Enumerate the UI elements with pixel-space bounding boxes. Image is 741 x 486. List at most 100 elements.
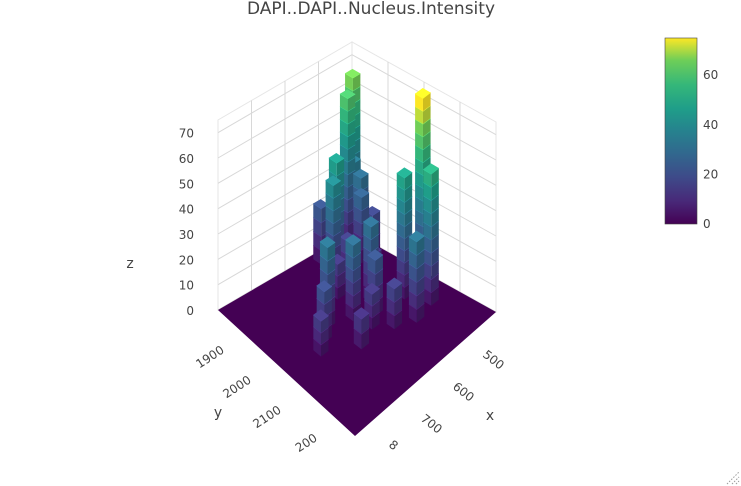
bar-top (313, 309, 329, 322)
bar-face-right (333, 180, 341, 199)
bar-face-front (408, 250, 417, 269)
y-tick-label: 2100 (250, 403, 283, 431)
bar-face-right (352, 73, 361, 91)
bar-face-front (313, 217, 322, 237)
resize-handle[interactable] (726, 471, 740, 485)
bar-top (415, 87, 431, 99)
bar-face-front (396, 233, 405, 251)
bar-face-front (339, 106, 348, 124)
y-axis-label: y (214, 405, 222, 421)
bar-face-front (423, 248, 432, 267)
colorbar-tick-label: 40 (703, 118, 718, 132)
bar-face-right (375, 268, 383, 289)
bar-face-front (415, 119, 423, 137)
bar-top (353, 307, 370, 319)
bar-column (345, 234, 362, 322)
bar-face-right (361, 173, 369, 191)
colorbar-tick-label: 0 (703, 217, 711, 231)
bar-face-front (415, 106, 423, 124)
bar-column (423, 163, 440, 306)
bar-face-front (386, 310, 395, 330)
bar-top (325, 175, 341, 186)
bar-face-front (313, 314, 321, 333)
bar-face-front (353, 192, 362, 211)
bar-face-front (363, 221, 372, 240)
bar-top (367, 249, 383, 261)
bar-face-right (333, 205, 341, 224)
bar-face-front (408, 277, 417, 296)
colorbar-tick-label: 20 (703, 167, 718, 181)
chart-title: DAPI..DAPI..Nucleus.Intensity (247, 0, 495, 19)
bar-face-front (339, 119, 348, 137)
bar-face-front (339, 93, 348, 112)
bar-top (345, 234, 361, 246)
z-tick-label: 30 (179, 228, 194, 242)
bar-face-front (423, 261, 432, 280)
bar-face-right (361, 313, 370, 335)
x-axis-label: x (486, 408, 494, 424)
bar-face-front (386, 296, 395, 316)
bar-top (313, 199, 329, 209)
bar-face-front (415, 132, 423, 150)
x-tick-label: 500 (480, 347, 507, 372)
bar-face-front (363, 234, 372, 253)
bar-face-front (313, 326, 321, 345)
bar-top (316, 280, 332, 292)
bar-face-front (386, 283, 395, 303)
bar-face-front (353, 328, 362, 350)
bar-face-front (408, 304, 417, 323)
y-tick-label: 200 (293, 431, 320, 455)
bar-top (396, 167, 413, 178)
bar-face-front (396, 245, 405, 264)
bar-face-front (415, 144, 423, 163)
bar-top (328, 153, 345, 164)
bar-column (386, 277, 403, 330)
bar-face-front (328, 157, 337, 176)
z-tick-label: 40 (179, 203, 194, 217)
bar-top (363, 216, 379, 227)
z-tick-label: 0 (186, 304, 194, 318)
x-tick-label: 8 (386, 437, 401, 453)
bar-face-right (333, 231, 341, 249)
bar-face-front (313, 203, 322, 223)
bar-face-front (396, 197, 405, 215)
bar-face-right (347, 144, 356, 162)
z-axis-label: z (126, 256, 133, 272)
bar-face-right (347, 119, 356, 137)
bar-face-front (415, 93, 423, 112)
bar-face-front (423, 287, 432, 306)
bar-face-front (339, 131, 348, 150)
bar-face-front (353, 173, 362, 191)
bar-column (353, 307, 370, 350)
bar-face-front (313, 338, 321, 357)
bar-face-front (353, 219, 362, 237)
bar-face-right (347, 94, 356, 112)
bar-column (408, 230, 425, 323)
z-tick-label: 20 (179, 253, 194, 267)
bar-face-right (347, 106, 356, 124)
bar-face-front (396, 185, 405, 203)
bar-top (386, 277, 403, 289)
bar-face-front (423, 208, 432, 227)
bar-face-right (375, 254, 383, 275)
bar-face-right (361, 328, 370, 350)
bar-face-front (353, 313, 362, 335)
bar-top (319, 236, 336, 248)
bar-face-front (396, 172, 405, 191)
x-tick-label: 700 (418, 411, 445, 436)
bar-face-front (408, 236, 417, 256)
bar-face-front (408, 263, 417, 283)
bar-face-front (423, 195, 432, 214)
bar-face-front (415, 196, 423, 214)
bar-face-right (336, 158, 345, 176)
bar-top (364, 282, 380, 295)
colorbar-tick-label: 60 (703, 68, 718, 82)
bar-face-front (367, 254, 376, 275)
bar-face-front (423, 182, 432, 201)
colorbar-gradient (664, 37, 698, 225)
bar-face-right (347, 157, 356, 175)
bar-face-front (396, 258, 405, 276)
bar-face-right (327, 255, 336, 275)
bar-columns (313, 68, 440, 357)
